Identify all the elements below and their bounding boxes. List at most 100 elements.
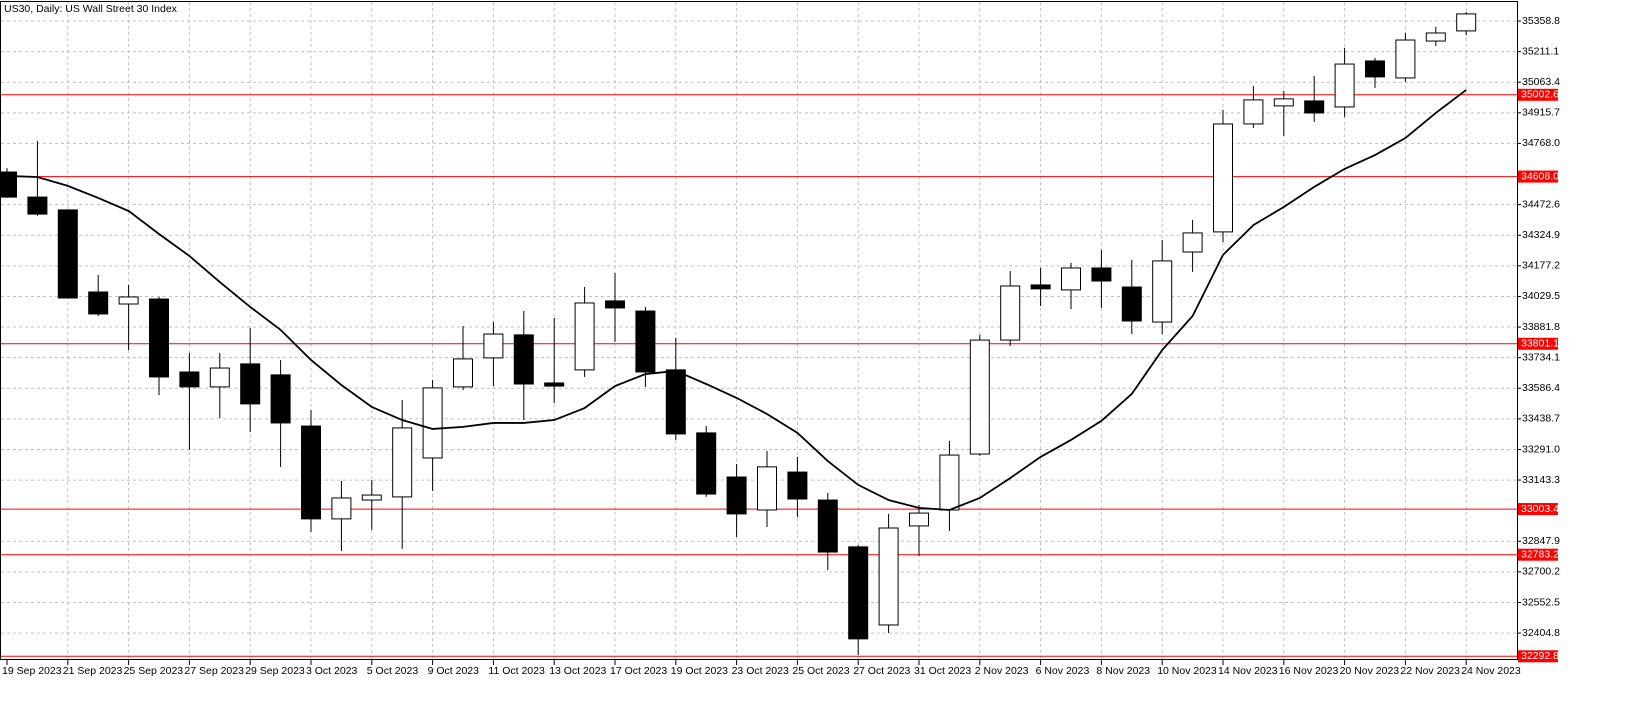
x-tick-label: 11 Oct 2023 bbox=[488, 665, 545, 677]
candle-body bbox=[1000, 285, 1021, 341]
y-tick-label: 34768.0 bbox=[1522, 137, 1560, 149]
candle-body bbox=[1425, 32, 1446, 42]
candle-body bbox=[726, 476, 747, 515]
candle-body bbox=[57, 209, 78, 299]
candle-body bbox=[361, 494, 382, 501]
x-tick-label: 2 Nov 2023 bbox=[975, 665, 1029, 677]
y-tick-label: 35211.1 bbox=[1522, 45, 1559, 57]
candle-body bbox=[1365, 60, 1385, 78]
chart-title: US30, Daily: US Wall Street 30 Index bbox=[4, 3, 178, 15]
level-label-box bbox=[1518, 650, 1558, 663]
candle-body bbox=[605, 300, 625, 309]
candle-body bbox=[513, 334, 534, 385]
plot-frame bbox=[0, 1, 1518, 660]
level-label: 35002.6 bbox=[1521, 89, 1559, 101]
x-tick-label: 19 Sep 2023 bbox=[2, 665, 62, 677]
axes: 35358.8 35211.1 35063.4 34915.7 34768.0 34472… bbox=[2, 15, 1560, 677]
y-tick-label: 32552.5 bbox=[1522, 596, 1560, 608]
y-tick-label: 32700.2 bbox=[1522, 566, 1560, 578]
y-tick-label: 35358.8 bbox=[1522, 15, 1560, 27]
candle-body bbox=[635, 310, 656, 373]
level-label: 34608.0 bbox=[1521, 170, 1559, 182]
candle-body bbox=[544, 382, 565, 387]
candle-body bbox=[331, 497, 352, 520]
candle-body bbox=[209, 367, 230, 388]
x-tick-label: 22 Nov 2023 bbox=[1400, 665, 1460, 677]
level-label-box bbox=[1518, 170, 1558, 183]
x-tick-label: 10 Nov 2023 bbox=[1157, 665, 1217, 677]
candle-body bbox=[27, 196, 48, 215]
x-tick-label: 13 Oct 2023 bbox=[549, 665, 606, 677]
candle-body bbox=[939, 454, 960, 511]
x-tick-label: 29 Sep 2023 bbox=[245, 665, 305, 677]
candle-body bbox=[878, 527, 899, 626]
x-tick-label: 31 Oct 2023 bbox=[914, 665, 971, 677]
candle-body bbox=[574, 302, 595, 371]
candle-body bbox=[422, 387, 443, 459]
candle-body bbox=[453, 358, 473, 388]
x-tick-label: 17 Oct 2023 bbox=[610, 665, 667, 677]
y-tick-label: 33586.4 bbox=[1522, 382, 1560, 394]
candle-body bbox=[665, 369, 686, 435]
candle-body bbox=[301, 425, 321, 520]
candle-body bbox=[848, 546, 869, 640]
level-label-box bbox=[1518, 337, 1558, 350]
candle-body bbox=[483, 333, 504, 359]
y-tick-label: 34029.5 bbox=[1522, 290, 1560, 302]
grid bbox=[1, 2, 1517, 660]
candle-body bbox=[149, 298, 169, 378]
y-tick-label: 34915.7 bbox=[1522, 107, 1560, 119]
candle-body bbox=[1061, 267, 1081, 291]
candle-body bbox=[1273, 98, 1294, 107]
candle-body bbox=[1304, 100, 1325, 114]
x-tick-label: 20 Nov 2023 bbox=[1340, 665, 1400, 677]
x-tick-label: 25 Sep 2023 bbox=[124, 665, 184, 677]
x-tick-label: 8 Nov 2023 bbox=[1096, 665, 1150, 677]
candle-body bbox=[969, 339, 990, 455]
marks bbox=[0, 12, 1517, 657]
candle-body bbox=[270, 374, 291, 424]
x-tick-label: 25 Oct 2023 bbox=[792, 665, 849, 677]
candle-body bbox=[1152, 260, 1173, 323]
x-tick-label: 27 Oct 2023 bbox=[853, 665, 910, 677]
level-label-box bbox=[1518, 548, 1558, 561]
x-tick-label: 19 Oct 2023 bbox=[671, 665, 728, 677]
candle-body bbox=[1030, 284, 1051, 290]
y-tick-label: 34177.2 bbox=[1522, 260, 1560, 272]
level-label: 32292.8 bbox=[1521, 650, 1559, 662]
candle-body bbox=[0, 171, 17, 198]
candle-body bbox=[118, 296, 139, 305]
x-tick-label: 23 Oct 2023 bbox=[732, 665, 789, 677]
candle-body bbox=[696, 432, 717, 495]
x-tick-label: 27 Sep 2023 bbox=[184, 665, 244, 677]
y-tick-label: 34472.6 bbox=[1522, 198, 1560, 210]
y-tick-label: 33881.8 bbox=[1522, 321, 1560, 333]
level-label-box bbox=[1518, 503, 1558, 516]
y-tick-label: 33734.1 bbox=[1522, 351, 1560, 363]
x-tick-label: 24 Nov 2023 bbox=[1461, 665, 1521, 677]
candle-body bbox=[1334, 63, 1355, 108]
x-tick-label: 14 Nov 2023 bbox=[1218, 665, 1278, 677]
candle-body bbox=[1121, 286, 1142, 322]
level-label: 33003.4 bbox=[1521, 503, 1559, 515]
candle-body bbox=[1395, 39, 1416, 79]
y-tick-label: 34324.9 bbox=[1522, 229, 1560, 241]
x-tick-label: 3 Oct 2023 bbox=[306, 665, 358, 677]
x-tick-label: 21 Sep 2023 bbox=[63, 665, 123, 677]
candle-body bbox=[179, 371, 200, 388]
candle-body bbox=[1091, 267, 1112, 282]
candle-body bbox=[787, 471, 808, 500]
candle-body bbox=[817, 499, 838, 553]
y-tick-label: 33291.0 bbox=[1522, 443, 1560, 455]
level-label-box bbox=[1518, 88, 1558, 101]
x-tick-label: 6 Nov 2023 bbox=[1036, 665, 1090, 677]
candle-body bbox=[909, 512, 929, 527]
x-tick-label: 9 Oct 2023 bbox=[428, 665, 480, 677]
moving-average bbox=[6, 89, 1467, 511]
level-label: 33801.1 bbox=[1521, 338, 1559, 350]
x-tick-label: 16 Nov 2023 bbox=[1279, 665, 1339, 677]
candle-body bbox=[1243, 99, 1264, 125]
candle-body bbox=[1213, 123, 1233, 233]
candle-body bbox=[88, 291, 109, 315]
